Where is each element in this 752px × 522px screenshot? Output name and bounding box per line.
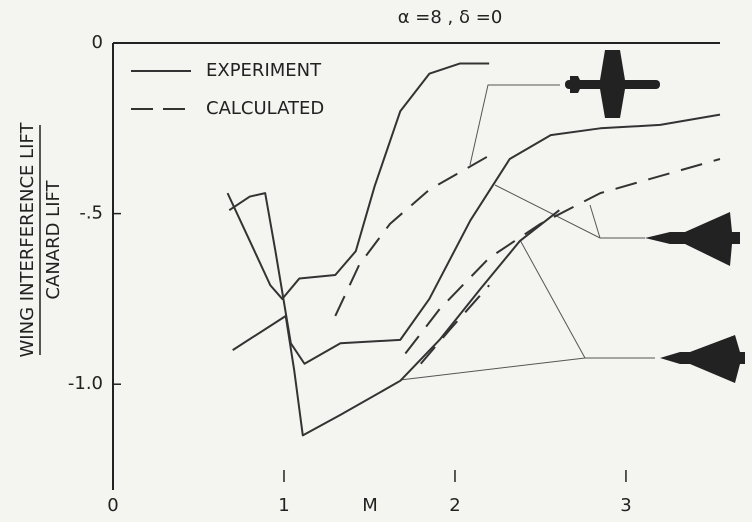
y-label-denominator: CANARD LIFT bbox=[43, 179, 64, 299]
data-line bbox=[232, 209, 560, 437]
y-label-numerator: WING INTERFERENCE LIFT bbox=[17, 122, 38, 358]
x-tick-label: 1 bbox=[278, 495, 289, 516]
y-axis-label: WING INTERFERENCE LIFT CANARD LIFT bbox=[17, 122, 64, 358]
leader-lines bbox=[399, 84, 655, 381]
delta-canard-aircraft bbox=[645, 212, 740, 266]
x-tick-label: 3 bbox=[620, 495, 631, 516]
legend-label: EXPERIMENT bbox=[206, 60, 322, 81]
leader-line bbox=[469, 84, 560, 166]
leader-line bbox=[589, 204, 601, 239]
x-axis-label: M bbox=[362, 495, 378, 516]
y-tick-label: -1.0 bbox=[68, 373, 103, 394]
y-tick-label: -.5 bbox=[79, 203, 103, 224]
x-tick-label: 0 bbox=[107, 495, 118, 516]
legend-label: CALCULATED bbox=[206, 98, 324, 119]
x-tick-label: 2 bbox=[449, 495, 460, 516]
straight-wing-aircraft bbox=[565, 50, 660, 118]
data-line bbox=[228, 113, 721, 365]
aircraft-icons bbox=[565, 50, 745, 383]
chart-title: α =8 , δ =0 bbox=[398, 7, 503, 28]
data-line bbox=[420, 284, 490, 365]
data-line bbox=[226, 62, 490, 300]
y-tick-label: 0 bbox=[92, 32, 103, 53]
delta-aircraft bbox=[660, 335, 745, 383]
leader-line bbox=[519, 239, 586, 359]
data-line bbox=[334, 154, 490, 317]
data-line bbox=[404, 158, 721, 355]
